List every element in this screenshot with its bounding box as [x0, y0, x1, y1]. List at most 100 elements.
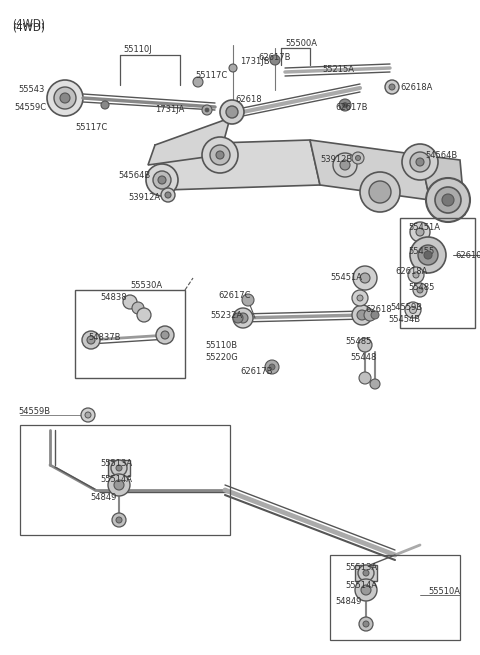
Circle shape	[370, 379, 380, 389]
Circle shape	[339, 99, 351, 111]
Circle shape	[226, 106, 238, 118]
Circle shape	[112, 513, 126, 527]
Circle shape	[413, 283, 427, 297]
Text: 62618A: 62618A	[400, 83, 432, 92]
Text: 55448: 55448	[350, 354, 376, 362]
Circle shape	[54, 87, 76, 109]
Circle shape	[161, 188, 175, 202]
Text: 62618: 62618	[365, 305, 392, 314]
Circle shape	[87, 336, 95, 344]
Circle shape	[361, 585, 371, 595]
Circle shape	[360, 273, 370, 283]
Circle shape	[352, 290, 368, 306]
Text: 55220G: 55220G	[205, 354, 238, 362]
Text: 55500A: 55500A	[285, 39, 317, 48]
Circle shape	[405, 302, 421, 318]
Text: 62617C: 62617C	[218, 291, 251, 299]
Text: 53912A: 53912A	[128, 193, 160, 202]
Circle shape	[416, 228, 424, 236]
Text: 1731JA: 1731JA	[155, 105, 184, 115]
Text: 55451A: 55451A	[330, 274, 362, 282]
Text: 55454B: 55454B	[388, 316, 420, 324]
Polygon shape	[148, 118, 230, 165]
Circle shape	[356, 155, 360, 160]
Text: 54849: 54849	[90, 493, 116, 502]
Circle shape	[101, 101, 109, 109]
Circle shape	[369, 181, 391, 203]
Circle shape	[359, 372, 371, 384]
Circle shape	[111, 460, 127, 476]
Circle shape	[123, 295, 137, 309]
Circle shape	[358, 338, 372, 352]
Circle shape	[360, 172, 400, 212]
Circle shape	[424, 251, 432, 259]
Circle shape	[210, 145, 230, 165]
Circle shape	[410, 152, 430, 172]
Circle shape	[114, 480, 124, 490]
Circle shape	[220, 100, 244, 124]
Circle shape	[202, 105, 212, 115]
Circle shape	[156, 326, 174, 344]
Text: 55513A: 55513A	[100, 458, 132, 468]
Circle shape	[82, 331, 100, 349]
Circle shape	[402, 144, 438, 180]
Circle shape	[352, 152, 364, 164]
Circle shape	[343, 102, 348, 107]
Text: 54564B: 54564B	[118, 170, 150, 179]
Circle shape	[193, 77, 203, 87]
Circle shape	[418, 245, 438, 265]
Circle shape	[132, 302, 144, 314]
Circle shape	[410, 237, 446, 273]
Circle shape	[165, 192, 171, 198]
Circle shape	[242, 294, 254, 306]
Text: 54837B: 54837B	[88, 333, 120, 343]
Text: 62617B: 62617B	[240, 367, 273, 377]
Circle shape	[85, 412, 91, 418]
Circle shape	[340, 160, 350, 170]
Bar	[20, 425, 230, 535]
Text: 55510A: 55510A	[428, 588, 460, 597]
Circle shape	[416, 158, 424, 166]
Circle shape	[238, 313, 248, 323]
Text: 55117C: 55117C	[75, 124, 107, 132]
Circle shape	[364, 309, 376, 321]
Text: 55485: 55485	[345, 337, 372, 346]
Text: 54559B: 54559B	[18, 407, 50, 417]
Text: 1731JB: 1731JB	[240, 58, 270, 67]
Text: 62618A: 62618A	[395, 267, 427, 276]
Circle shape	[216, 151, 224, 159]
Circle shape	[371, 311, 379, 319]
Text: 55513A: 55513A	[345, 563, 377, 572]
Circle shape	[81, 408, 95, 422]
Text: 62617B: 62617B	[335, 103, 368, 113]
Text: 55215A: 55215A	[322, 66, 354, 75]
Circle shape	[60, 93, 70, 103]
Text: 54559C: 54559C	[14, 102, 46, 111]
Circle shape	[269, 364, 275, 370]
Circle shape	[153, 171, 171, 189]
Circle shape	[158, 176, 166, 184]
Text: 62617B: 62617B	[258, 54, 290, 62]
Text: 55455: 55455	[408, 248, 434, 257]
Circle shape	[116, 465, 122, 471]
Circle shape	[389, 84, 395, 90]
Circle shape	[229, 64, 237, 72]
Circle shape	[352, 305, 372, 325]
Text: 55110B: 55110B	[205, 341, 237, 350]
Text: 62618: 62618	[235, 96, 262, 105]
Circle shape	[233, 308, 253, 328]
Circle shape	[363, 621, 369, 627]
Text: 55110J: 55110J	[123, 45, 152, 54]
Text: (4WD): (4WD)	[12, 18, 45, 28]
Text: 54838: 54838	[100, 293, 127, 303]
Circle shape	[357, 295, 363, 301]
Text: 53912B: 53912B	[320, 155, 352, 164]
Polygon shape	[310, 140, 430, 200]
Circle shape	[355, 579, 377, 601]
Text: 55514A: 55514A	[345, 580, 377, 590]
Circle shape	[146, 164, 178, 196]
Text: 54564B: 54564B	[425, 151, 457, 160]
Text: 55451A: 55451A	[408, 223, 440, 233]
Circle shape	[363, 570, 369, 576]
Circle shape	[161, 331, 169, 339]
